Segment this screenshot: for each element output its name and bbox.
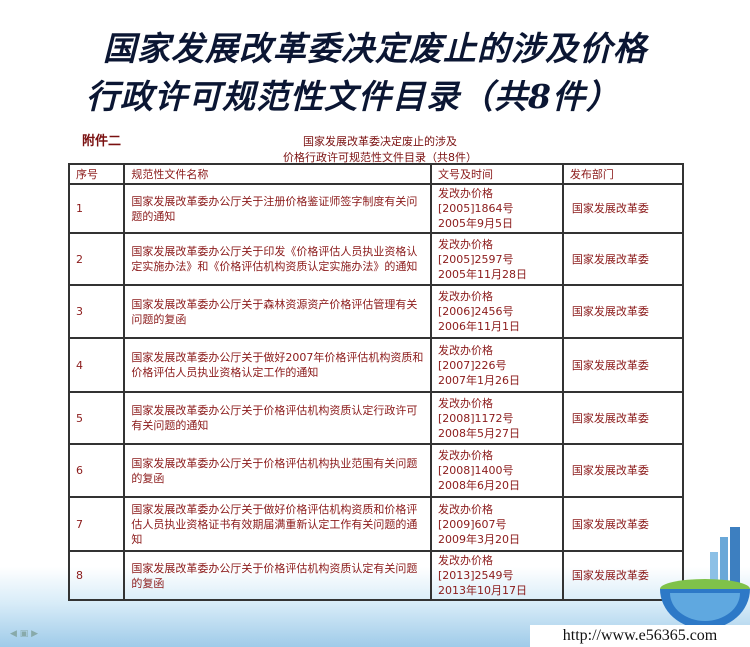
doc-date: 2008年5月27日 xyxy=(437,426,520,440)
table-row: 3 国家发展改革委办公厅关于森林资源资产价格评估管理有关问题的复函 发改办价格 [20… xyxy=(67,284,685,339)
table-row: 6 国家发展改革委办公厅关于价格评估机构执业范围有关问题的复函 发改办价格 [2008… xyxy=(67,443,685,498)
table-row: 4 国家发展改革委办公厅关于做好2007年价格评估机构资质和价格评估人员执业资格认… xyxy=(67,337,685,393)
document-name: 国家发展改革委办公厅关于印发《价格评估人员执业资格认定实施办法》和《价格评估机构… xyxy=(123,232,432,286)
doc-issuer: 发改办价格 xyxy=(437,502,493,516)
header-number: 序号 xyxy=(67,163,126,185)
doc-date: 2009年3月20日 xyxy=(437,532,520,546)
row-number: 6 xyxy=(67,443,126,498)
row-number: 7 xyxy=(67,496,126,552)
document-number-date: 发改办价格 [2005]1864号 2005年9月5日 xyxy=(429,183,564,234)
row-number: 5 xyxy=(67,391,126,445)
doc-number: [2008]1172号 xyxy=(437,411,514,425)
row-number: 1 xyxy=(67,183,126,234)
document-title-line1: 国家发展改革委决定废止的涉及 xyxy=(303,135,457,148)
department: 国家发展改革委 xyxy=(561,232,685,286)
slide-title-line1: 国家发展改革委决定废止的涉及价格 xyxy=(103,29,647,68)
doc-number: [2013]2549号 xyxy=(437,569,514,582)
document-name: 国家发展改革委办公厅关于做好价格评估机构资质和价格评估人员执业资格证书有效期届满… xyxy=(123,496,432,552)
doc-issuer: 发改办价格 xyxy=(437,554,493,567)
document-name: 国家发展改革委办公厅关于价格评估机构资质认定行政许可有关问题的通知 xyxy=(123,391,432,445)
doc-number: [2009]607号 xyxy=(437,517,507,531)
table-row: 7 国家发展改革委办公厅关于做好价格评估机构资质和价格评估人员执业资格证书有效期届… xyxy=(67,496,685,552)
watermark-url: http://www.e56365.com xyxy=(530,625,750,647)
document-title-line2: 价格行政许可规范性文件目录（共8件） xyxy=(283,151,477,164)
document-number-date: 发改办价格 [2009]607号 2009年3月20日 xyxy=(429,496,564,552)
document-name: 国家发展改革委办公厅关于做好2007年价格评估机构资质和价格评估人员执业资格认定… xyxy=(123,337,432,393)
doc-date: 2013年10月17日 xyxy=(437,584,527,597)
doc-number: [2005]2597号 xyxy=(437,252,514,266)
document-number-date: 发改办价格 [2007]226号 2007年1月26日 xyxy=(429,337,564,393)
department: 国家发展改革委 xyxy=(561,337,685,393)
globe-decoration-icon xyxy=(660,527,750,627)
department: 国家发展改革委 xyxy=(561,443,685,498)
table-header-row: 序号 规范性文件名称 文号及时间 发布部门 xyxy=(67,163,685,185)
doc-number: [2007]226号 xyxy=(437,358,507,372)
row-number: 3 xyxy=(67,284,126,339)
doc-issuer: 发改办价格 xyxy=(437,343,493,357)
doc-date: 2005年11月28日 xyxy=(437,267,527,281)
document-number-date: 发改办价格 [2008]1172号 2008年5月27日 xyxy=(429,391,564,445)
doc-number: [2005]1864号 xyxy=(437,202,514,215)
table-row: 8 国家发展改革委办公厅关于价格评估机构资质认定有关问题的复函 发改办价格 [2013… xyxy=(67,550,685,601)
row-number: 8 xyxy=(67,550,126,601)
document-table: 序号 规范性文件名称 文号及时间 发布部门 1 国家发展改革委办公厅关于注册价格鉴… xyxy=(67,163,685,601)
document-name: 国家发展改革委办公厅关于价格评估机构资质认定有关问题的复函 xyxy=(123,550,432,601)
doc-date: 2008年6月20日 xyxy=(437,479,520,492)
table-row: 1 国家发展改革委办公厅关于注册价格鉴证师签字制度有关问题的通知 发改办价格 [200… xyxy=(67,183,685,234)
document-name: 国家发展改革委办公厅关于森林资源资产价格评估管理有关问题的复函 xyxy=(123,284,432,339)
document-number-date: 发改办价格 [2006]2456号 2006年11月1日 xyxy=(429,284,564,339)
doc-number: [2006]2456号 xyxy=(437,305,514,318)
annex-label: 附件二 xyxy=(82,134,122,149)
doc-number: [2008]1400号 xyxy=(437,464,514,477)
doc-date: 2006年11月1日 xyxy=(437,320,520,333)
department: 国家发展改革委 xyxy=(561,391,685,445)
document-number-date: 发改办价格 [2005]2597号 2005年11月28日 xyxy=(429,232,564,286)
document-name: 国家发展改革委办公厅关于注册价格鉴证师签字制度有关问题的通知 xyxy=(123,183,432,234)
table-row: 2 国家发展改革委办公厅关于印发《价格评估人员执业资格认定实施办法》和《价格评估机… xyxy=(67,232,685,286)
document-number-date: 发改办价格 [2008]1400号 2008年6月20日 xyxy=(429,443,564,498)
row-number: 2 xyxy=(67,232,126,286)
department: 国家发展改革委 xyxy=(561,496,685,552)
table-row: 5 国家发展改革委办公厅关于价格评估机构资质认定行政许可有关问题的通知 发改办价格[… xyxy=(67,391,685,445)
doc-issuer: 发改办价格 xyxy=(437,396,493,410)
document-number-date: 发改办价格 [2013]2549号 2013年10月17日 xyxy=(429,550,564,601)
doc-issuer: 发改办价格 xyxy=(437,187,493,200)
department: 国家发展改革委 xyxy=(561,284,685,339)
doc-date: 2005年9月5日 xyxy=(437,217,513,230)
slide-nav-controls[interactable]: ◀ ▣ ▶ xyxy=(10,629,39,639)
row-number: 4 xyxy=(67,337,126,393)
doc-issuer: 发改办价格 xyxy=(437,449,493,462)
document-name: 国家发展改革委办公厅关于价格评估机构执业范围有关问题的复函 xyxy=(123,443,432,498)
department: 国家发展改革委 xyxy=(561,183,685,234)
header-doc-number-date: 文号及时间 xyxy=(429,163,564,185)
doc-issuer: 发改办价格 xyxy=(437,237,493,251)
header-department: 发布部门 xyxy=(561,163,685,185)
header-name: 规范性文件名称 xyxy=(123,163,432,185)
doc-issuer: 发改办价格 xyxy=(437,290,493,303)
slide-title-line2: 行政许可规范性文件目录（共8件） xyxy=(86,77,620,116)
doc-date: 2007年1月26日 xyxy=(437,373,520,387)
